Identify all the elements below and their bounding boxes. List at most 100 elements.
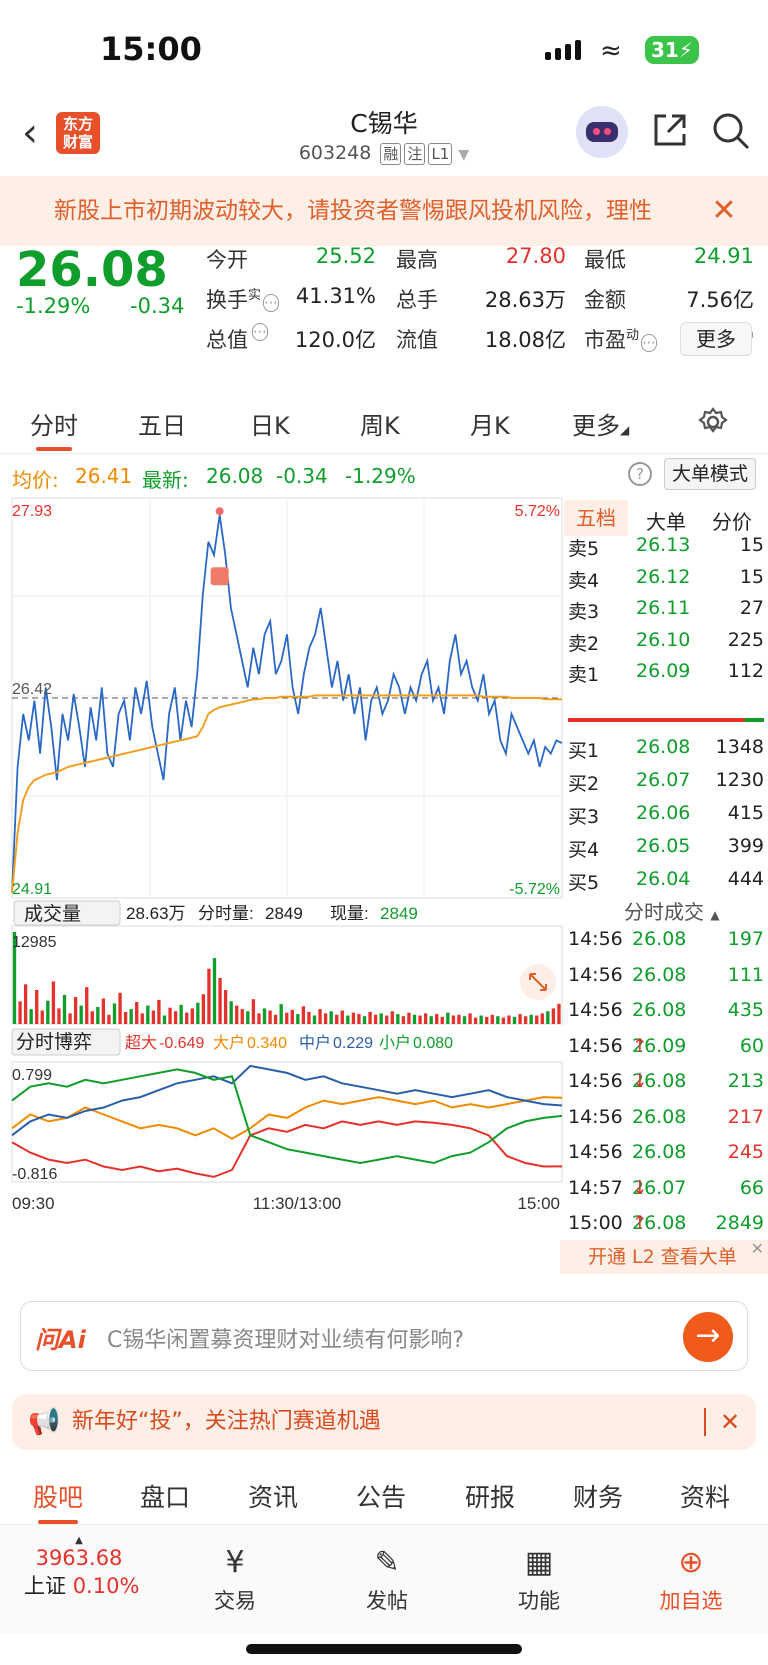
add-watchlist-button[interactable]: ⊕ 加自选 [646,1545,736,1615]
fund-flow-legend-name: 大户 [213,1034,245,1052]
chevron-down-icon: ▼ [458,147,470,163]
volume-bar [212,958,217,1024]
share-icon[interactable] [650,110,690,150]
ask-row[interactable]: 卖5 26.13 15 [564,534,764,564]
app-logo: 东方财富 [56,112,100,154]
volume-bar [423,1013,428,1024]
tab-five-levels[interactable]: 五档 [564,500,628,536]
battery-level: 31 [651,38,679,62]
ask-row[interactable]: 卖3 26.11 27 [564,597,764,627]
tab-monthly-k[interactable]: 月K [470,412,510,440]
tab-big-orders[interactable]: 大单 [646,510,686,534]
volume-bar [335,1014,339,1024]
index-widget[interactable]: ▲ 3963.68 上证 0.10% [24,1535,164,1600]
fund-flow-legend-name: 小户 [379,1034,411,1052]
close-icon[interactable]: ✕ [704,176,744,246]
intraday-charts[interactable]: 27.93 24.91 26.42 5.72% -5.72% 成交量 28.63万 分时量: 2… [0,496,564,1286]
tab-five-levels-label: 五档 [576,506,616,530]
info-icon[interactable]: ⋯ [263,294,280,312]
ai-question-bar[interactable]: 问Ai C锡华闲置募资理财对业绩有何影响? → [20,1301,748,1371]
quote-label-text: 今开 [206,248,248,272]
l2-promo[interactable]: 开通 L2 查看大单 ✕ [560,1239,768,1274]
info-icon[interactable]: ⋯ [252,323,268,341]
big-order-mode-button[interactable]: 大单模式 [664,458,756,490]
post-button[interactable]: ✎ 发帖 [342,1545,432,1615]
big-order-mode-label: 大单模式 [671,463,748,485]
trade-button[interactable]: ¥ 交易 [190,1545,280,1615]
level-volume: 1348 [715,736,764,758]
bid-row[interactable]: 买1 26.08 1348 [564,736,764,766]
tab-weekly-k[interactable]: 周K [360,412,400,440]
last-label: 最新: [142,468,189,492]
bid-row[interactable]: 买2 26.07 1230 [564,769,764,799]
level-label: 卖2 [568,632,600,655]
volume-bar [535,1015,539,1024]
level-volume: 15 [739,565,764,588]
ticks-title[interactable]: 分时成交 ▲ [624,900,720,924]
quote-label: 今开 [206,244,248,274]
tab-research[interactable]: 研报 [465,1483,516,1512]
stock-code: 603248 [298,142,372,164]
bottom-toolbar: ▲ 3963.68 上证 0.10% ¥ 交易 ✎ 发帖 ▦ 功能 ⊕ 加自选 [0,1524,768,1634]
tab-announcements[interactable]: 公告 [356,1483,407,1512]
index-value: 3963.68 [35,1546,123,1570]
tick-price-value: 26.08 [632,928,687,950]
tab-news[interactable]: 资讯 [248,1483,299,1512]
volume-bar [268,1010,272,1024]
tab-financials[interactable]: 财务 [573,1483,624,1512]
more-button[interactable]: 更多 [680,322,752,356]
high-marker [215,507,224,516]
volume-bar [296,1014,300,1024]
close-icon[interactable]: ✕ [720,1408,741,1436]
tick-price-value: 26.08 [632,963,687,986]
volume-bar [546,1011,550,1024]
apps-icon: ▦ [524,1545,554,1580]
stock-code-row[interactable]: 603248 融注 L1 ▼ [0,142,768,165]
back-icon[interactable]: ‹ [22,110,38,156]
tab-daily-k[interactable]: 日K [250,412,290,440]
quote-label-text: 换手 [206,288,248,312]
fund-flow-selector [11,1028,121,1056]
volume-bar [557,1003,561,1024]
tab-market-depth[interactable]: 盘口 [140,1483,191,1512]
book-tabs: 五档 大单 分价 [564,500,764,536]
last-value: 26.08 [206,464,264,488]
help-icon[interactable]: ? [628,462,652,486]
tick-direction: ↓ [632,1176,648,1199]
tick-row: 14:56 26.08 217 [564,1106,764,1136]
search-icon[interactable] [710,110,752,152]
robot-avatar-icon[interactable] [576,106,628,158]
volume-bar [301,1006,306,1024]
volume-bar [246,1011,250,1024]
quote-label-text: 流值 [396,328,438,352]
risk-banner: 新股上市初期波动较大，请投资者警惕跟风投机风险，理性 ✕ [0,176,768,246]
ask-row[interactable]: 卖2 26.10 225 [564,629,764,659]
bid-row[interactable]: 买5 26.04 444 [564,868,764,898]
apps-button[interactable]: ▦ 功能 [494,1545,584,1615]
info-icon[interactable]: ⋯ [641,334,658,352]
tab-five-day[interactable]: 五日 [138,412,186,440]
promo-notice[interactable]: 📢 新年好“投”，关注热门赛道机遇 ✕ [12,1394,756,1450]
level-volume: 27 [739,597,764,619]
last-change: -0.34 [276,464,328,488]
level-label: 卖3 [568,601,600,623]
tab-price-dist[interactable]: 分价 [712,510,752,534]
volume-bar [96,1006,100,1024]
ask-row[interactable]: 卖1 26.09 112 [564,660,764,690]
level-label: 卖5 [568,538,600,560]
quote-value: 28.63万 [484,288,566,312]
tab-forum[interactable]: 股吧 [33,1478,83,1524]
volume-bar [73,997,78,1024]
tab-more[interactable]: 更多◢ [572,412,630,440]
bid-row[interactable]: 买4 26.05 399 [564,835,764,865]
close-icon[interactable]: ✕ [750,1239,764,1258]
arrow-right-icon[interactable]: → [683,1312,733,1362]
volume-bar [185,1012,189,1024]
bid-row[interactable]: 买3 26.06 415 [564,802,764,832]
settings-icon[interactable] [697,406,729,438]
tab-profile[interactable]: 资料 [680,1483,731,1512]
volume-axis-top: 12985 [12,934,57,951]
ask-row[interactable]: 卖4 26.12 15 [564,566,764,596]
tab-intraday[interactable]: 分时 [30,406,78,451]
tick-time: 14:56 [568,1070,623,1092]
